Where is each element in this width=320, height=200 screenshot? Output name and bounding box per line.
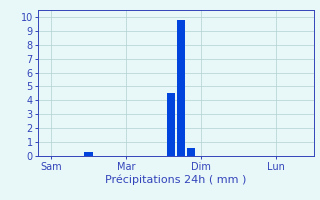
Bar bbox=[84, 152, 93, 156]
Bar bbox=[187, 148, 196, 156]
Bar bbox=[167, 93, 175, 156]
X-axis label: Précipitations 24h ( mm ): Précipitations 24h ( mm ) bbox=[105, 174, 247, 185]
Bar bbox=[177, 20, 185, 156]
